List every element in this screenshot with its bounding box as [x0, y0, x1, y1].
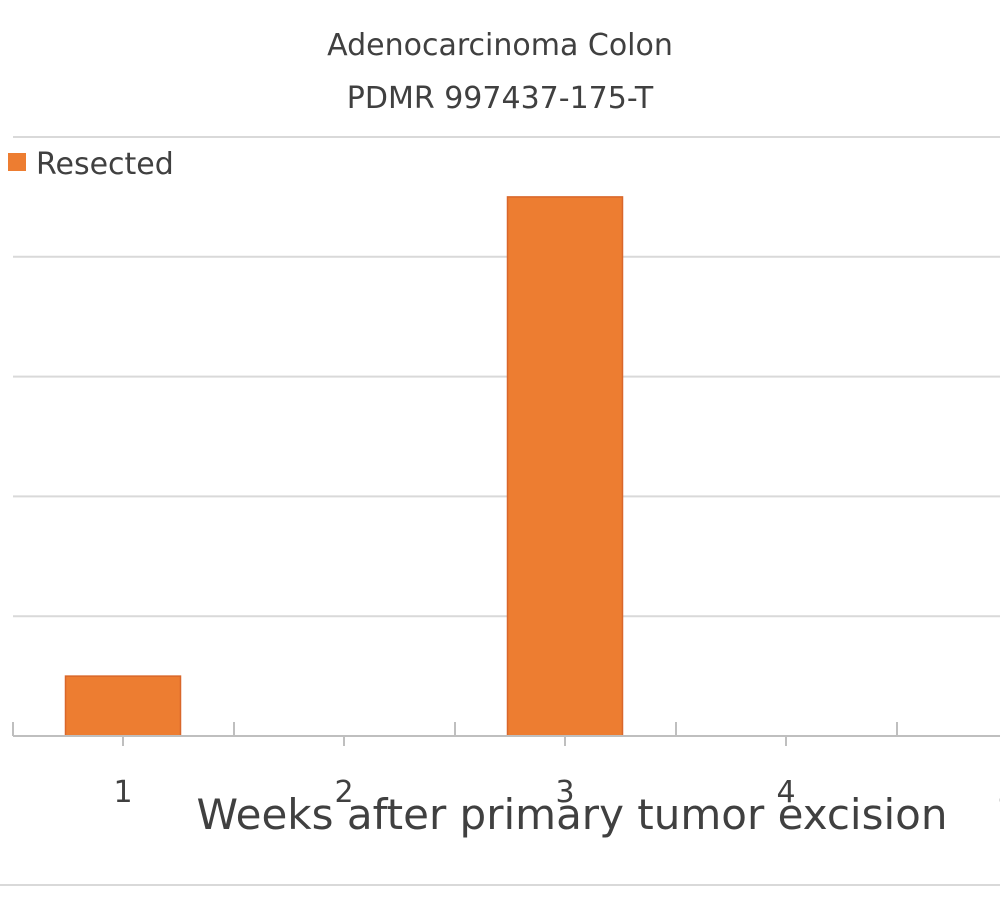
bars: [64, 196, 624, 737]
chart-title-line-1: Adenocarcinoma Colon: [327, 28, 673, 63]
legend: Resected: [8, 147, 174, 182]
x-tick-label-4: 4: [776, 775, 795, 810]
legend-swatch-resected: [8, 153, 26, 171]
legend-label-resected: Resected: [36, 147, 174, 182]
bar-week-1: [64, 675, 182, 737]
chart-title-line-2: PDMR 997437-175-T: [347, 81, 654, 116]
x-tick-label-5: 5: [997, 775, 1000, 810]
gridlines: [13, 136, 1000, 618]
chart-title: Adenocarcinoma Colon PDMR 997437-175-T: [327, 28, 673, 116]
x-axis-label: Weeks after primary tumor excision: [197, 790, 948, 839]
x-tick-labels: 1 2 3 4 5: [113, 775, 1000, 810]
x-axis: [12, 722, 1000, 746]
x-tick-label-2: 2: [334, 775, 353, 810]
x-tick-label-1: 1: [113, 775, 132, 810]
x-tick-label-3: 3: [555, 775, 574, 810]
bar-week-3: [506, 196, 624, 737]
